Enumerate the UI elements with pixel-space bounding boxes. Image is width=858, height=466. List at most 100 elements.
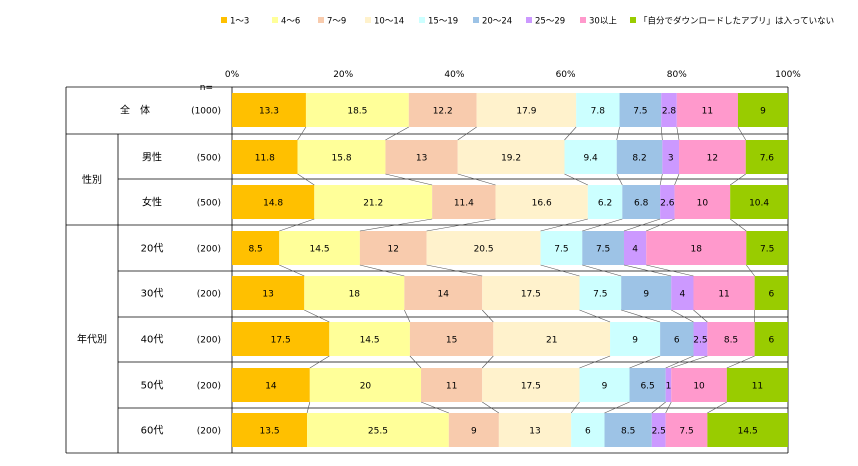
bar-segment xyxy=(232,413,308,447)
bar-segment xyxy=(754,322,788,356)
bar-segment xyxy=(707,413,788,447)
data-label: 11 xyxy=(718,290,729,300)
data-label: 2.6 xyxy=(660,199,675,209)
connector-line xyxy=(616,126,620,141)
data-label: 2.8 xyxy=(662,107,677,117)
connector-line xyxy=(385,126,409,141)
bar-segment xyxy=(665,413,708,447)
x-tick-label: 60% xyxy=(556,70,576,80)
data-label: 11 xyxy=(446,382,457,392)
data-label: 14.8 xyxy=(263,199,283,209)
row-n-value: (500) xyxy=(197,199,221,209)
data-label: 6 xyxy=(768,336,774,346)
bar-segment xyxy=(232,276,305,310)
connector-line xyxy=(297,173,315,186)
connector-line xyxy=(671,355,708,369)
legend-swatch-7 xyxy=(526,17,532,23)
row-n-value: (500) xyxy=(197,154,221,164)
bar-segment xyxy=(610,322,661,356)
connector-line xyxy=(279,264,305,277)
bar-segment xyxy=(457,140,565,174)
data-label: 14 xyxy=(438,290,450,300)
bar-segment xyxy=(619,93,662,127)
row-n-value: (200) xyxy=(197,427,221,437)
bar-segment xyxy=(232,368,310,402)
connector-line xyxy=(671,309,694,323)
connector-line xyxy=(359,264,405,277)
data-label: 25.5 xyxy=(368,427,388,437)
bar-segment xyxy=(482,276,580,310)
row-label: 40代 xyxy=(141,334,164,346)
connector-line xyxy=(582,218,623,232)
bar-segment xyxy=(476,93,577,127)
bar-segment xyxy=(629,368,666,402)
data-label: 9 xyxy=(602,382,608,392)
bar-segment xyxy=(408,93,477,127)
bar-segment xyxy=(676,93,738,127)
legend-label-4: 10～14 xyxy=(374,17,404,27)
connector-line xyxy=(304,309,330,323)
legend-label-6: 20～24 xyxy=(482,17,512,27)
data-label: 19.2 xyxy=(501,154,521,164)
bar-segment xyxy=(660,322,694,356)
connector-line xyxy=(457,173,496,186)
row-label: 60代 xyxy=(141,425,164,437)
data-label: 21.2 xyxy=(363,199,383,209)
legend-label-1: 1～3 xyxy=(230,17,249,27)
bar-segment xyxy=(232,140,298,174)
group-label: 年代別 xyxy=(77,333,107,346)
data-label: 1 xyxy=(666,382,672,392)
row-label: 30代 xyxy=(141,288,164,300)
connector-line xyxy=(582,264,622,277)
data-label: 8.5 xyxy=(724,336,738,346)
data-label: 11 xyxy=(752,382,763,392)
connector-line xyxy=(481,309,494,323)
data-label: 7.5 xyxy=(760,245,774,255)
data-label: 11.4 xyxy=(454,199,474,209)
data-label: 17.9 xyxy=(516,107,536,117)
connector-line xyxy=(457,126,477,141)
connector-line xyxy=(564,126,577,141)
group-label: 性別 xyxy=(82,173,102,186)
data-label: 11 xyxy=(702,107,713,117)
data-label: 7.6 xyxy=(760,154,775,164)
bar-segment xyxy=(746,231,788,265)
connector-line xyxy=(621,309,661,323)
x-tick-label: 0% xyxy=(225,70,240,80)
data-label: 6 xyxy=(768,290,774,300)
bar-segment xyxy=(604,413,652,447)
connector-line xyxy=(604,401,630,414)
x-tick-label: 100% xyxy=(775,70,801,80)
data-label: 8.5 xyxy=(621,427,635,437)
data-label: 13 xyxy=(529,427,540,437)
connector-line xyxy=(646,218,675,232)
connector-line xyxy=(730,173,746,186)
connector-line xyxy=(420,401,449,414)
bar-segment xyxy=(571,413,605,447)
data-label: 8.5 xyxy=(248,245,262,255)
row-label: 50代 xyxy=(141,380,164,392)
connector-line xyxy=(309,355,330,369)
data-label: 12.2 xyxy=(433,107,453,117)
bar-segment xyxy=(623,231,647,265)
data-label: 14.5 xyxy=(738,427,758,437)
bar-segment xyxy=(651,413,666,447)
legend-swatch-8 xyxy=(580,17,586,23)
connector-line xyxy=(404,309,411,323)
bar-segment xyxy=(622,185,661,219)
connector-line xyxy=(646,264,694,277)
connector-line xyxy=(279,218,315,232)
legend-label-2: 4～6 xyxy=(281,17,300,27)
bar-segment xyxy=(679,140,746,174)
bar-segment xyxy=(540,231,583,265)
connector-line xyxy=(426,264,483,277)
connector-line xyxy=(676,126,680,141)
row-n-value: (200) xyxy=(197,336,221,346)
data-label: 11.8 xyxy=(255,154,275,164)
connector-line xyxy=(540,264,580,277)
bar-segment xyxy=(693,322,708,356)
bar-segment xyxy=(426,231,541,265)
bar-segment xyxy=(329,322,410,356)
connector-line xyxy=(385,173,433,186)
